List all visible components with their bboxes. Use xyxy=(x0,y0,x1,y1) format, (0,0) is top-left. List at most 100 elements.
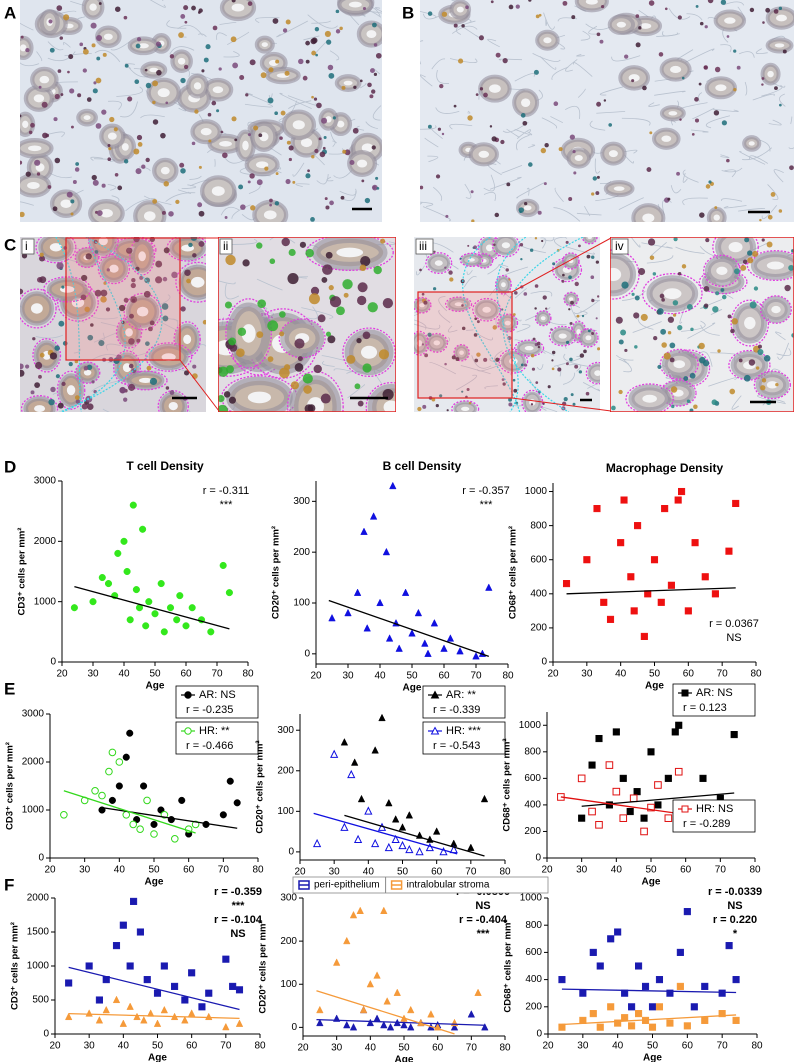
cell xyxy=(224,216,228,219)
data-point xyxy=(398,840,407,850)
cell xyxy=(707,0,714,4)
cell xyxy=(748,359,756,366)
cell xyxy=(689,372,696,379)
fiber xyxy=(526,187,530,196)
cell xyxy=(677,324,683,331)
cell xyxy=(341,85,346,90)
data-point xyxy=(595,821,603,829)
fiber xyxy=(328,148,345,155)
fiber xyxy=(94,50,121,63)
x-tick-label: 20 xyxy=(547,669,559,680)
cell xyxy=(317,314,326,323)
cell xyxy=(61,285,65,289)
x-axis-label: Age xyxy=(642,877,661,888)
cell xyxy=(646,167,652,173)
data-point xyxy=(664,774,672,782)
lumen xyxy=(261,42,268,47)
cell xyxy=(514,291,518,295)
cell xyxy=(419,268,422,272)
cell xyxy=(302,373,313,384)
lumen xyxy=(336,247,364,258)
cell xyxy=(519,243,524,247)
fiber xyxy=(339,188,357,196)
cell xyxy=(712,306,719,313)
data-point xyxy=(647,748,655,756)
cell xyxy=(547,385,551,389)
cell xyxy=(357,282,368,293)
data-point xyxy=(589,1010,597,1018)
annotation-outline xyxy=(642,273,703,315)
data-point xyxy=(91,787,99,795)
data-point xyxy=(666,989,674,997)
fiber xyxy=(420,40,424,42)
cell xyxy=(694,97,699,102)
cell xyxy=(168,211,174,217)
data-point xyxy=(353,588,362,596)
cell xyxy=(590,275,595,280)
fiber xyxy=(256,278,283,291)
annotation-outline xyxy=(43,276,92,303)
cell xyxy=(223,391,231,398)
cell xyxy=(439,394,443,398)
cell xyxy=(98,2,102,5)
fiber xyxy=(755,48,768,55)
cell xyxy=(373,265,382,275)
fiber xyxy=(466,269,473,276)
cell xyxy=(359,79,363,83)
cell xyxy=(537,210,542,215)
data-point xyxy=(562,580,571,588)
cell xyxy=(98,339,105,347)
cell xyxy=(441,11,448,17)
annotation-outline xyxy=(445,296,473,313)
fiber xyxy=(514,288,527,299)
cell xyxy=(579,353,585,358)
fiber xyxy=(220,206,240,216)
x-tick-label: 60 xyxy=(431,867,443,878)
data-point xyxy=(427,1010,435,1018)
data-point xyxy=(353,834,363,844)
cell xyxy=(211,100,217,106)
data-point xyxy=(122,811,131,819)
cell xyxy=(698,82,702,86)
cell xyxy=(279,136,283,140)
cell xyxy=(631,292,635,296)
cell xyxy=(165,101,169,105)
cell xyxy=(82,68,87,73)
cell xyxy=(453,104,457,108)
stroma-outline xyxy=(62,237,126,412)
cell xyxy=(763,355,771,362)
zoom-line xyxy=(511,397,612,412)
data-point xyxy=(140,1016,148,1024)
cell xyxy=(444,362,447,366)
cell xyxy=(229,344,238,352)
regression-line xyxy=(68,966,240,1011)
cell xyxy=(139,275,144,280)
cell xyxy=(698,342,705,350)
cell xyxy=(191,5,196,11)
data-point xyxy=(667,581,675,589)
data-point xyxy=(328,613,336,622)
fiber xyxy=(105,343,121,351)
cell xyxy=(531,367,536,371)
cell xyxy=(135,43,141,49)
cell xyxy=(530,403,534,406)
cell xyxy=(445,214,449,218)
annotation: NS xyxy=(727,900,742,912)
data-point xyxy=(225,589,233,597)
lumen xyxy=(356,159,368,168)
cell xyxy=(269,203,272,207)
regression-line xyxy=(328,599,490,657)
cell xyxy=(533,69,539,75)
x-tick-label: 30 xyxy=(84,1041,96,1052)
data-point xyxy=(480,794,489,803)
data-point xyxy=(718,1010,726,1018)
cell xyxy=(184,370,190,376)
data-point xyxy=(157,580,165,588)
cell xyxy=(39,276,47,284)
cell xyxy=(633,312,640,319)
data-point xyxy=(467,843,475,851)
cell xyxy=(749,301,757,309)
data-point xyxy=(376,598,384,607)
legend-r: r = -0.235 xyxy=(186,704,233,716)
